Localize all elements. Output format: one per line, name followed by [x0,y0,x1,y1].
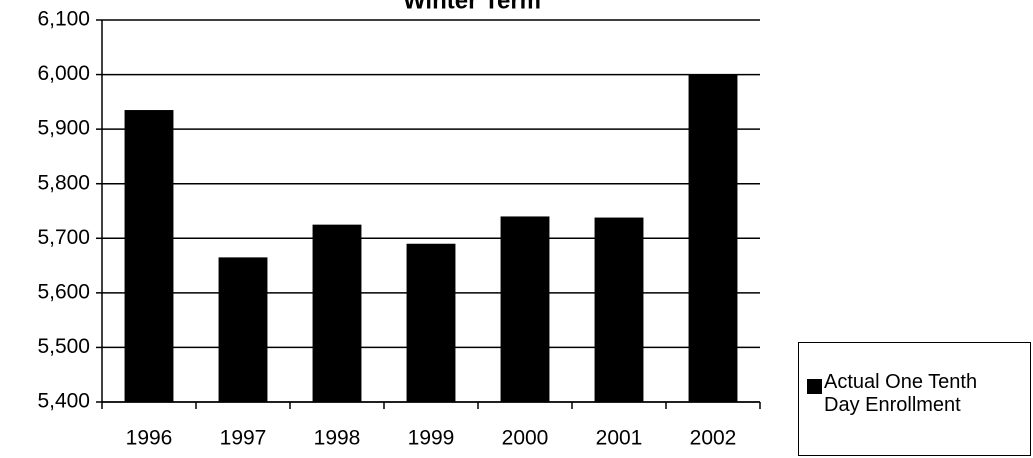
x-tick-label: 1996 [126,427,173,450]
y-tick-label: 6,000 [37,62,90,85]
chart: Winter Term 5,400 5,500 5,600 5,700 5,800 5,9… [37,0,761,450]
x-tick-label: 2000 [502,427,549,450]
y-tick-label: 6,100 [37,8,90,31]
bar [218,257,268,402]
bar [688,74,738,403]
y-tick-label: 5,400 [37,390,90,413]
x-tick-label: 1999 [408,427,455,450]
x-tick-label: 1998 [314,427,361,450]
bar [312,224,362,402]
x-tick-label: 1997 [220,427,267,450]
bar [124,110,174,403]
y-tick-label: 5,600 [37,280,90,303]
legend-label: Actual One Tenth Day Enrollment [824,371,978,416]
bar [406,243,456,402]
bar [594,217,644,402]
y-tick-label: 5,800 [37,171,90,194]
legend: Actual One Tenth Day Enrollment [798,342,1031,456]
y-tick-label: 5,700 [37,226,90,249]
y-tick-label: 5,900 [37,117,90,140]
legend-swatch [807,379,822,394]
chart-title: Winter Term [403,0,541,14]
bar [500,216,550,402]
y-tick-label: 5,500 [37,335,90,358]
x-tick-label: 2001 [596,427,643,450]
x-tick-label: 2002 [690,427,737,450]
